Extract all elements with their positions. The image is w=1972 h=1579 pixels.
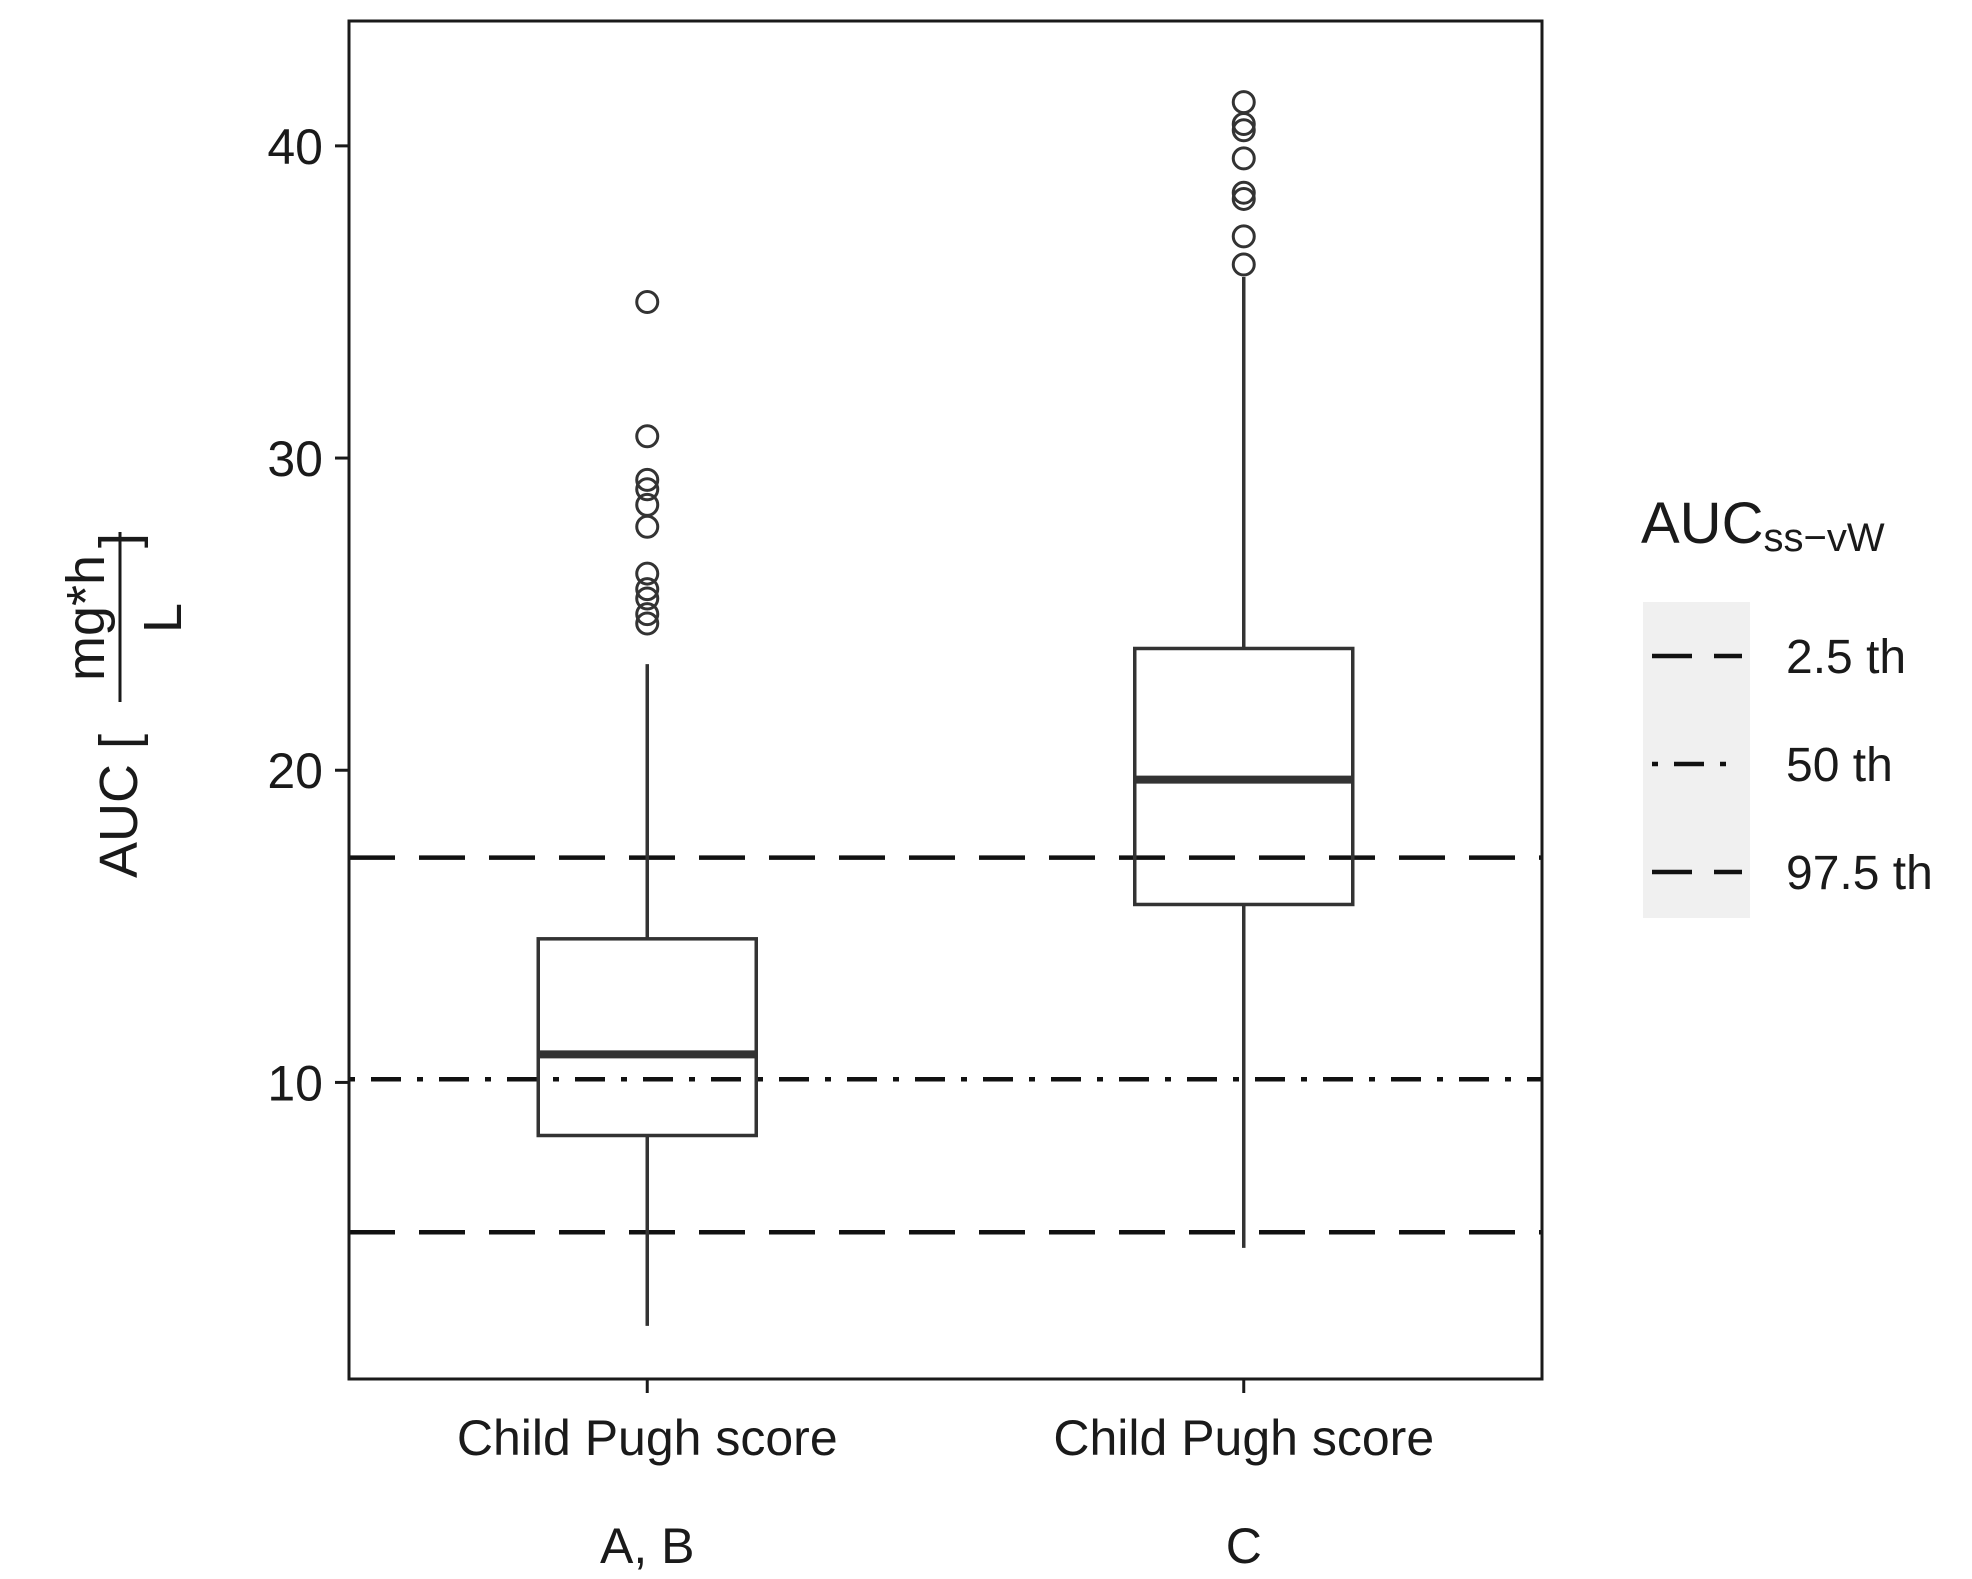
box-iqr [536,937,758,1138]
legend-title-subscript: ss−vW [1763,516,1884,560]
outlier-point [1231,146,1256,171]
outlier-point [635,586,660,611]
y-axis-title-suffix: ] [89,533,149,548]
legend-label: 2.5 th [1786,631,1906,684]
outlier-point [635,477,660,502]
y-tick-label: 10 [267,1055,323,1111]
outlier-point [635,514,660,539]
legend: AUCss−vW 2.5 th 50 th 97.5 th [1641,491,1933,918]
outlier-point [635,611,660,636]
x-axis-ticks: Child Pugh score A, B Child Pugh score C [457,1379,1434,1574]
y-axis-title-numerator: mg*h [56,555,116,681]
y-axis-title-denominator: L [133,603,193,633]
y-tick-label: 20 [267,743,323,799]
x-tick-label-line2: A, B [600,1518,694,1574]
outlier-point [635,602,660,627]
legend-label: 50 th [1786,739,1893,792]
outlier-point [635,289,660,314]
outlier-point [635,577,660,602]
outlier-point [635,424,660,449]
outlier-point [1231,90,1256,115]
x-tick-label-line1: Child Pugh score [1053,1410,1434,1466]
y-axis-title-prefix: AUC [ [89,734,149,878]
legend-title-main: AUC [1641,491,1763,556]
outlier-point [1231,224,1256,249]
legend-items: 2.5 th 50 th 97.5 th [1652,631,1933,900]
y-tick-label: 40 [267,119,323,175]
legend-title: AUCss−vW [1641,491,1885,560]
x-tick-label-line2: C [1226,1518,1262,1574]
outlier-point [1231,180,1256,205]
outlier-point [1231,252,1256,277]
legend-label: 97.5 th [1786,847,1933,900]
y-tick-label: 30 [267,431,323,487]
x-tick-label-line1: Child Pugh score [457,1410,838,1466]
boxplot [536,289,758,1326]
y-axis-ticks: 10 20 30 40 [267,119,349,1111]
outlier-point [1231,186,1256,211]
outlier-point [1231,118,1256,143]
outlier-point [635,467,660,492]
boxplots [536,90,1355,1326]
plot-panel-border [347,19,1544,1381]
reference-lines [349,855,1542,1235]
outlier-point [635,561,660,586]
outlier-point [635,492,660,517]
boxplot [1133,90,1355,1248]
y-axis-title: AUC [ mg*h L ] [56,532,193,878]
